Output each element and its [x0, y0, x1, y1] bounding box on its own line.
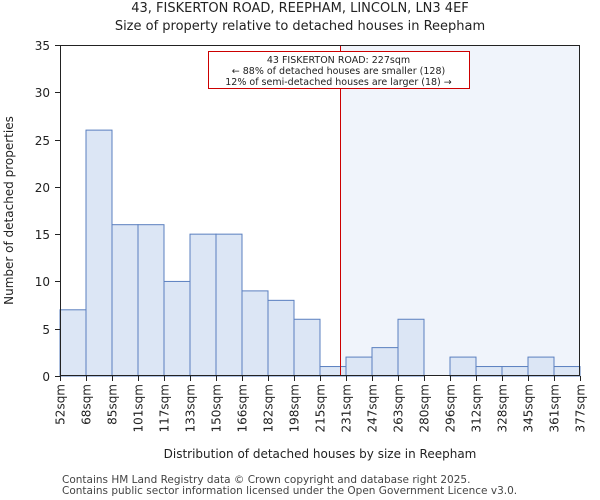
x-tick-label: 263sqm [392, 384, 406, 432]
footer-licence: Contains public sector information licen… [62, 485, 518, 497]
chart-title-address: 43, FISKERTON ROAD, REEPHAM, LINCOLN, LN… [131, 1, 469, 16]
x-tick-label: 345sqm [522, 384, 536, 432]
annotation-box: 43 FISKERTON ROAD: 227sqm ← 88% of detac… [208, 51, 470, 89]
bar-328sqm [501, 366, 529, 377]
bar-263sqm [397, 318, 425, 377]
annotation-line-smaller: ← 88% of detached houses are smaller (12… [232, 66, 445, 77]
larger-region-highlight [340, 45, 580, 376]
bar-117sqm [163, 280, 191, 377]
bar-215sqm [319, 366, 347, 377]
x-tick-label: 198sqm [288, 384, 302, 432]
x-tick-label: 68sqm [80, 384, 94, 425]
bar-296sqm [449, 356, 477, 377]
x-tick-label: 361sqm [548, 384, 562, 432]
bar-133sqm [189, 233, 217, 377]
y-tick-label: 25 [35, 134, 50, 148]
bar-231sqm [345, 356, 373, 377]
bar-361sqm [553, 366, 581, 377]
y-tick-label: 35 [35, 39, 50, 53]
x-tick-label: 101sqm [132, 384, 146, 432]
bar-85sqm [111, 224, 139, 377]
x-tick-label: 312sqm [470, 384, 484, 432]
bar-166sqm [241, 290, 269, 377]
y-tick-label: 20 [35, 181, 50, 195]
bar-312sqm [475, 366, 503, 377]
x-tick-label: 215sqm [314, 384, 328, 432]
y-axis-label: Number of detached properties [2, 116, 16, 305]
x-tick-label: 231sqm [340, 384, 354, 432]
annotation-line-larger: 12% of semi-detached houses are larger (… [225, 77, 452, 88]
y-tick-label: 10 [35, 275, 50, 289]
x-tick-label: 52sqm [54, 384, 68, 425]
annotation-border [208, 51, 470, 89]
bar-52sqm [59, 309, 87, 377]
x-tick-label: 182sqm [262, 384, 276, 432]
y-tick-label: 0 [42, 370, 50, 384]
y-tick-label: 5 [42, 323, 50, 337]
bars-group [59, 129, 581, 377]
bar-101sqm [137, 224, 165, 377]
x-tick-label: 133sqm [184, 384, 198, 432]
bar-182sqm [267, 299, 295, 377]
x-tick-label: 280sqm [418, 384, 432, 432]
annotation-line-property: 43 FISKERTON ROAD: 227sqm [267, 55, 410, 66]
x-tick-label: 296sqm [444, 384, 458, 432]
chart-title: Size of property relative to detached ho… [114, 19, 486, 34]
bar-345sqm [527, 356, 555, 377]
x-tick-label: 117sqm [158, 384, 172, 432]
plot-frame [60, 45, 580, 376]
footer-copyright: Contains HM Land Registry data © Crown c… [62, 474, 471, 486]
x-tick-label: 85sqm [106, 384, 120, 425]
x-tick-label: 377sqm [574, 384, 588, 432]
x-axis-label: Distribution of detached houses by size … [164, 447, 477, 461]
y-tick-label: 15 [35, 228, 50, 242]
x-tick-label: 166sqm [236, 384, 250, 432]
axes-group: 0 5 10 15 20 25 30 35 52sqm 68sqm 85sqm 101sqm 117sq… [35, 39, 588, 432]
bar-150sqm [215, 233, 243, 377]
x-tick-label: 247sqm [366, 384, 380, 432]
x-tick-label: 328sqm [496, 384, 510, 432]
bar-247sqm [371, 347, 399, 377]
x-tick-label: 150sqm [210, 384, 224, 432]
bar-68sqm [85, 129, 113, 377]
bar-198sqm [293, 318, 321, 377]
y-tick-label: 30 [35, 86, 50, 100]
